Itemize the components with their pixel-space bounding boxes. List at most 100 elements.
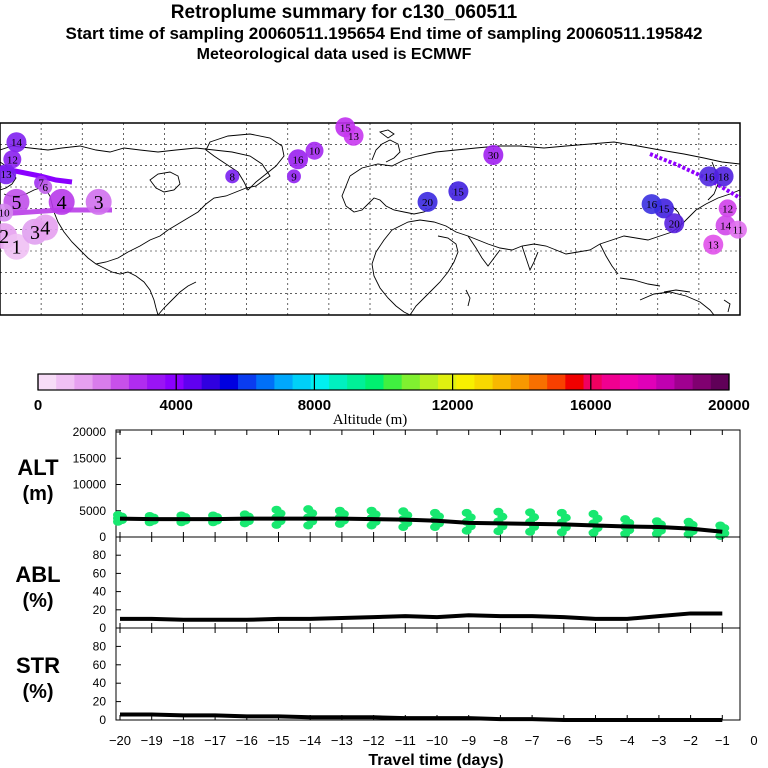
panel-frame [115, 536, 741, 629]
alt-spread-dot [461, 526, 472, 535]
time-series-panels: ALT(m)20000150001000050000ABL(%)80604020… [15, 425, 757, 748]
plume-day-label: 13 [708, 240, 720, 252]
alt-spread-dot [303, 521, 314, 530]
plume-day-label: 7 [38, 178, 44, 190]
colorbar-swatch [438, 374, 457, 390]
plume-blob [3, 233, 30, 260]
alt-spread-dot [271, 520, 282, 529]
alt-spread-dot [651, 529, 662, 538]
series-line-abl [120, 611, 723, 622]
panel-label: ABL [15, 562, 60, 587]
plume-day-label: 4 [57, 192, 67, 214]
altitude-colorbar: 0 4000 8000 12000 16000 20000 [34, 373, 750, 414]
plume-blob [703, 234, 724, 255]
y-tick-label: 20 [93, 603, 107, 617]
colorbar-tick-label: 4000 [160, 397, 193, 414]
plume-day-label: 12 [722, 203, 733, 215]
x-tick-label: −5 [588, 733, 603, 748]
colorbar-swatch [492, 374, 512, 390]
colorbar-swatch [274, 374, 293, 390]
colorbar-swatch [619, 374, 639, 390]
colorbar-swatch [456, 374, 475, 390]
colorbar-swatch [128, 374, 148, 390]
plume-day-label: 16 [293, 154, 305, 166]
plume-day-label: 1 [11, 237, 21, 259]
plume-day-label: 11 [733, 225, 744, 237]
plume-blob [32, 214, 59, 241]
plume-blob [718, 199, 737, 218]
x-tick-label: −15 [267, 733, 289, 748]
plume-blob [288, 149, 309, 170]
panel-str: STR (%) 80 60 40 20 0 [16, 627, 741, 727]
plume-day-label: 20 [669, 218, 681, 230]
plume-day-label: 30 [488, 150, 500, 162]
panel-label: ALT [17, 455, 59, 480]
colorbar-swatch [92, 374, 112, 390]
y-tick-label: 20000 [73, 425, 107, 439]
x-tick-label: −6 [556, 733, 571, 748]
alt-spread-dot [398, 523, 409, 532]
y-tick-label: 5000 [79, 504, 106, 518]
plume-blob [48, 188, 75, 215]
panel-alt: ALT (m) 20000 15000 10000 5000 0 [17, 425, 741, 544]
colorbar-swatch [147, 374, 166, 390]
plume-blob [286, 169, 301, 184]
plume-day-label: 8 [230, 171, 236, 183]
plume-day-label: 10 [0, 208, 10, 220]
colorbar-swatch [74, 374, 93, 390]
colorbar-swatch [565, 374, 584, 390]
plume-day-label: 15 [340, 122, 352, 134]
plume-blob [483, 145, 504, 165]
plume-blobs [0, 117, 747, 260]
colorbar-swatch [256, 374, 275, 390]
alt-spread-dot [525, 527, 536, 536]
plume-blob [448, 181, 469, 202]
colorbar-swatch [401, 374, 421, 390]
y-tick-label: 10000 [73, 478, 107, 492]
y-tick-label: 0 [99, 530, 106, 544]
colorbar-swatch [38, 374, 57, 390]
y-tick-label: 0 [99, 713, 106, 727]
alt-spread-dot [239, 519, 250, 528]
panel-unit: (%) [22, 590, 53, 612]
colorbar-swatch [165, 374, 184, 390]
x-tick-label: −20 [109, 733, 131, 748]
plume-blob [713, 166, 734, 187]
x-tick-label: −19 [141, 733, 163, 748]
plume-day-label: 14 [11, 137, 23, 149]
colorbar-tick-label: 16000 [570, 397, 612, 414]
plume-day-label: 2 [0, 226, 9, 248]
colorbar-tick-label: 20000 [708, 397, 750, 414]
x-tick-label: −8 [493, 733, 508, 748]
plume-day-label: 4 [40, 218, 50, 240]
y-tick-label: 40 [93, 585, 107, 599]
colorbar-swatch [692, 374, 712, 390]
plume-day-label: 5 [11, 192, 21, 214]
plume-day-label: 16 [704, 171, 716, 183]
plume-track [649, 152, 742, 200]
colorbar-swatch [219, 374, 239, 390]
x-tick-label: −3 [651, 733, 666, 748]
panel-abl: ABL (%) 80 60 40 20 0 [15, 536, 741, 635]
colorbar-swatch [310, 374, 330, 390]
plot-title: Retroplume summary for c130_060511 [170, 2, 518, 23]
colorbar-swatch [474, 374, 494, 390]
plume-day-label: 3 [94, 192, 104, 214]
plume-blob [305, 141, 324, 160]
colorbar-swatch [419, 374, 439, 390]
colorbar-label: Altitude (m) [333, 412, 408, 428]
plume-blob [728, 220, 747, 239]
colorbar-tick-label: 12000 [432, 397, 474, 414]
y-tick-label: 20 [93, 695, 107, 709]
alt-spread-dot [493, 527, 504, 536]
colorbar-swatch [674, 374, 694, 390]
y-tick-label: 15000 [73, 451, 107, 465]
x-tick-label: −13 [331, 733, 353, 748]
sampling-times: Start time of sampling 20060511.195654 E… [65, 24, 703, 43]
plume-day-label: 15 [453, 186, 465, 198]
colorbar-swatch [183, 374, 203, 390]
plume-day-label: 16 [646, 199, 658, 211]
series-line-alt [119, 516, 723, 534]
colorbar-swatch [547, 374, 566, 390]
